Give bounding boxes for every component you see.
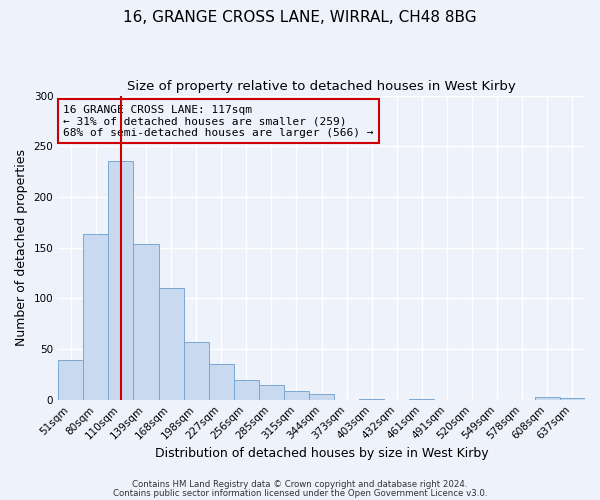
Bar — [158, 288, 184, 400]
Text: 16 GRANGE CROSS LANE: 117sqm
← 31% of detached houses are smaller (259)
68% of s: 16 GRANGE CROSS LANE: 117sqm ← 31% of de… — [64, 104, 374, 138]
Bar — [284, 390, 309, 400]
Bar — [560, 398, 585, 400]
Bar — [83, 234, 109, 400]
Bar — [133, 244, 158, 400]
Y-axis label: Number of detached properties: Number of detached properties — [15, 149, 28, 346]
Bar — [409, 398, 434, 400]
X-axis label: Distribution of detached houses by size in West Kirby: Distribution of detached houses by size … — [155, 447, 488, 460]
Bar — [259, 384, 284, 400]
Text: 16, GRANGE CROSS LANE, WIRRAL, CH48 8BG: 16, GRANGE CROSS LANE, WIRRAL, CH48 8BG — [123, 10, 477, 25]
Bar — [359, 398, 385, 400]
Bar — [309, 394, 334, 400]
Bar — [109, 162, 133, 400]
Text: Contains public sector information licensed under the Open Government Licence v3: Contains public sector information licen… — [113, 489, 487, 498]
Text: Contains HM Land Registry data © Crown copyright and database right 2024.: Contains HM Land Registry data © Crown c… — [132, 480, 468, 489]
Title: Size of property relative to detached houses in West Kirby: Size of property relative to detached ho… — [127, 80, 516, 93]
Bar — [58, 360, 83, 400]
Bar — [209, 364, 234, 400]
Bar — [184, 342, 209, 400]
Bar — [535, 396, 560, 400]
Bar — [234, 380, 259, 400]
